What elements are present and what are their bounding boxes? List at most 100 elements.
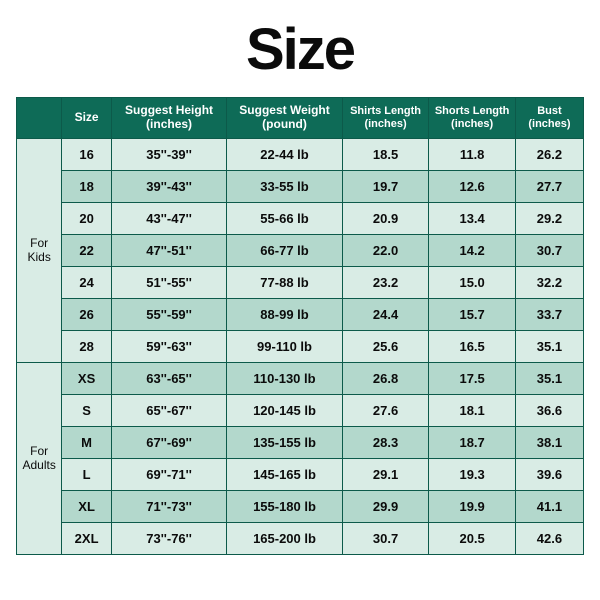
cell-bust: 32.2 — [515, 266, 583, 298]
size-table: Size Suggest Height (inches) Suggest Wei… — [16, 97, 584, 555]
header-unit: (inches) — [518, 118, 581, 131]
cell-height: 65''-67'' — [111, 394, 226, 426]
cell-shorts: 14.2 — [429, 234, 516, 266]
cell-bust: 29.2 — [515, 202, 583, 234]
table-row: 2655''-59''88-99 lb24.415.733.7 — [17, 298, 584, 330]
cell-weight: 120-145 lb — [227, 394, 342, 426]
cell-bust: 30.7 — [515, 234, 583, 266]
cell-shorts: 11.8 — [429, 138, 516, 170]
cell-weight: 135-155 lb — [227, 426, 342, 458]
cell-height: 43''-47'' — [111, 202, 226, 234]
cell-weight: 66-77 lb — [227, 234, 342, 266]
cell-weight: 77-88 lb — [227, 266, 342, 298]
cell-height: 73''-76'' — [111, 522, 226, 554]
table-row: For AdultsXS63''-65''110-130 lb26.817.53… — [17, 362, 584, 394]
table-row: M67''-69''135-155 lb28.318.738.1 — [17, 426, 584, 458]
header-size: Size — [62, 98, 111, 139]
header-label: Suggest Weight — [239, 103, 329, 117]
cell-shorts: 15.0 — [429, 266, 516, 298]
cell-weight: 155-180 lb — [227, 490, 342, 522]
header-weight: Suggest Weight (pound) — [227, 98, 342, 139]
header-bust: Bust (inches) — [515, 98, 583, 139]
cell-shirts: 25.6 — [342, 330, 429, 362]
cell-size: 24 — [62, 266, 111, 298]
cell-shirts: 20.9 — [342, 202, 429, 234]
cell-height: 67''-69'' — [111, 426, 226, 458]
header-group-blank — [17, 98, 62, 139]
header-unit: (inches) — [431, 118, 513, 131]
table-row: 2XL73''-76''165-200 lb30.720.542.6 — [17, 522, 584, 554]
group-label: For Kids — [17, 138, 62, 362]
table-body: For Kids1635''-39''22-44 lb18.511.826.21… — [17, 138, 584, 554]
cell-bust: 42.6 — [515, 522, 583, 554]
cell-size: 28 — [62, 330, 111, 362]
table-header: Size Suggest Height (inches) Suggest Wei… — [17, 98, 584, 139]
header-unit: (pound) — [229, 118, 339, 132]
table-row: 2859''-63''99-110 lb25.616.535.1 — [17, 330, 584, 362]
cell-height: 59''-63'' — [111, 330, 226, 362]
header-shirts: Shirts Length (inches) — [342, 98, 429, 139]
table-row: 2043''-47''55-66 lb20.913.429.2 — [17, 202, 584, 234]
cell-size: 26 — [62, 298, 111, 330]
cell-height: 55''-59'' — [111, 298, 226, 330]
header-label: Suggest Height — [125, 103, 213, 117]
cell-weight: 145-165 lb — [227, 458, 342, 490]
cell-shorts: 19.9 — [429, 490, 516, 522]
cell-size: L — [62, 458, 111, 490]
table-row: 2451''-55''77-88 lb23.215.032.2 — [17, 266, 584, 298]
header-label: Shirts Length — [350, 105, 421, 117]
header-label: Bust — [537, 105, 561, 117]
cell-shirts: 29.9 — [342, 490, 429, 522]
cell-size: XL — [62, 490, 111, 522]
cell-size: 2XL — [62, 522, 111, 554]
header-label: Shorts Length — [435, 105, 510, 117]
cell-shorts: 15.7 — [429, 298, 516, 330]
cell-shorts: 20.5 — [429, 522, 516, 554]
cell-height: 63''-65'' — [111, 362, 226, 394]
cell-height: 71''-73'' — [111, 490, 226, 522]
cell-bust: 38.1 — [515, 426, 583, 458]
cell-shirts: 24.4 — [342, 298, 429, 330]
cell-size: 18 — [62, 170, 111, 202]
table-row: XL71''-73''155-180 lb29.919.941.1 — [17, 490, 584, 522]
cell-height: 47''-51'' — [111, 234, 226, 266]
cell-shorts: 17.5 — [429, 362, 516, 394]
cell-bust: 33.7 — [515, 298, 583, 330]
cell-bust: 36.6 — [515, 394, 583, 426]
cell-bust: 41.1 — [515, 490, 583, 522]
cell-shirts: 29.1 — [342, 458, 429, 490]
header-height: Suggest Height (inches) — [111, 98, 226, 139]
cell-height: 35''-39'' — [111, 138, 226, 170]
header-unit: (inches) — [114, 118, 224, 132]
cell-bust: 26.2 — [515, 138, 583, 170]
cell-weight: 33-55 lb — [227, 170, 342, 202]
cell-shirts: 30.7 — [342, 522, 429, 554]
cell-weight: 88-99 lb — [227, 298, 342, 330]
cell-size: XS — [62, 362, 111, 394]
cell-height: 51''-55'' — [111, 266, 226, 298]
cell-size: 20 — [62, 202, 111, 234]
cell-shorts: 18.1 — [429, 394, 516, 426]
cell-shirts: 19.7 — [342, 170, 429, 202]
cell-weight: 22-44 lb — [227, 138, 342, 170]
table-row: L69''-71''145-165 lb29.119.339.6 — [17, 458, 584, 490]
cell-shorts: 19.3 — [429, 458, 516, 490]
size-chart-page: Size Size Suggest Height (inches) Sugges… — [0, 0, 600, 600]
cell-shorts: 13.4 — [429, 202, 516, 234]
cell-shirts: 28.3 — [342, 426, 429, 458]
cell-shirts: 18.5 — [342, 138, 429, 170]
cell-bust: 27.7 — [515, 170, 583, 202]
group-label: For Adults — [17, 362, 62, 554]
table-row: For Kids1635''-39''22-44 lb18.511.826.2 — [17, 138, 584, 170]
cell-shorts: 12.6 — [429, 170, 516, 202]
cell-size: 22 — [62, 234, 111, 266]
cell-bust: 35.1 — [515, 330, 583, 362]
cell-height: 69''-71'' — [111, 458, 226, 490]
cell-weight: 99-110 lb — [227, 330, 342, 362]
header-shorts: Shorts Length (inches) — [429, 98, 516, 139]
cell-size: M — [62, 426, 111, 458]
cell-shorts: 18.7 — [429, 426, 516, 458]
cell-shorts: 16.5 — [429, 330, 516, 362]
cell-weight: 165-200 lb — [227, 522, 342, 554]
cell-weight: 55-66 lb — [227, 202, 342, 234]
